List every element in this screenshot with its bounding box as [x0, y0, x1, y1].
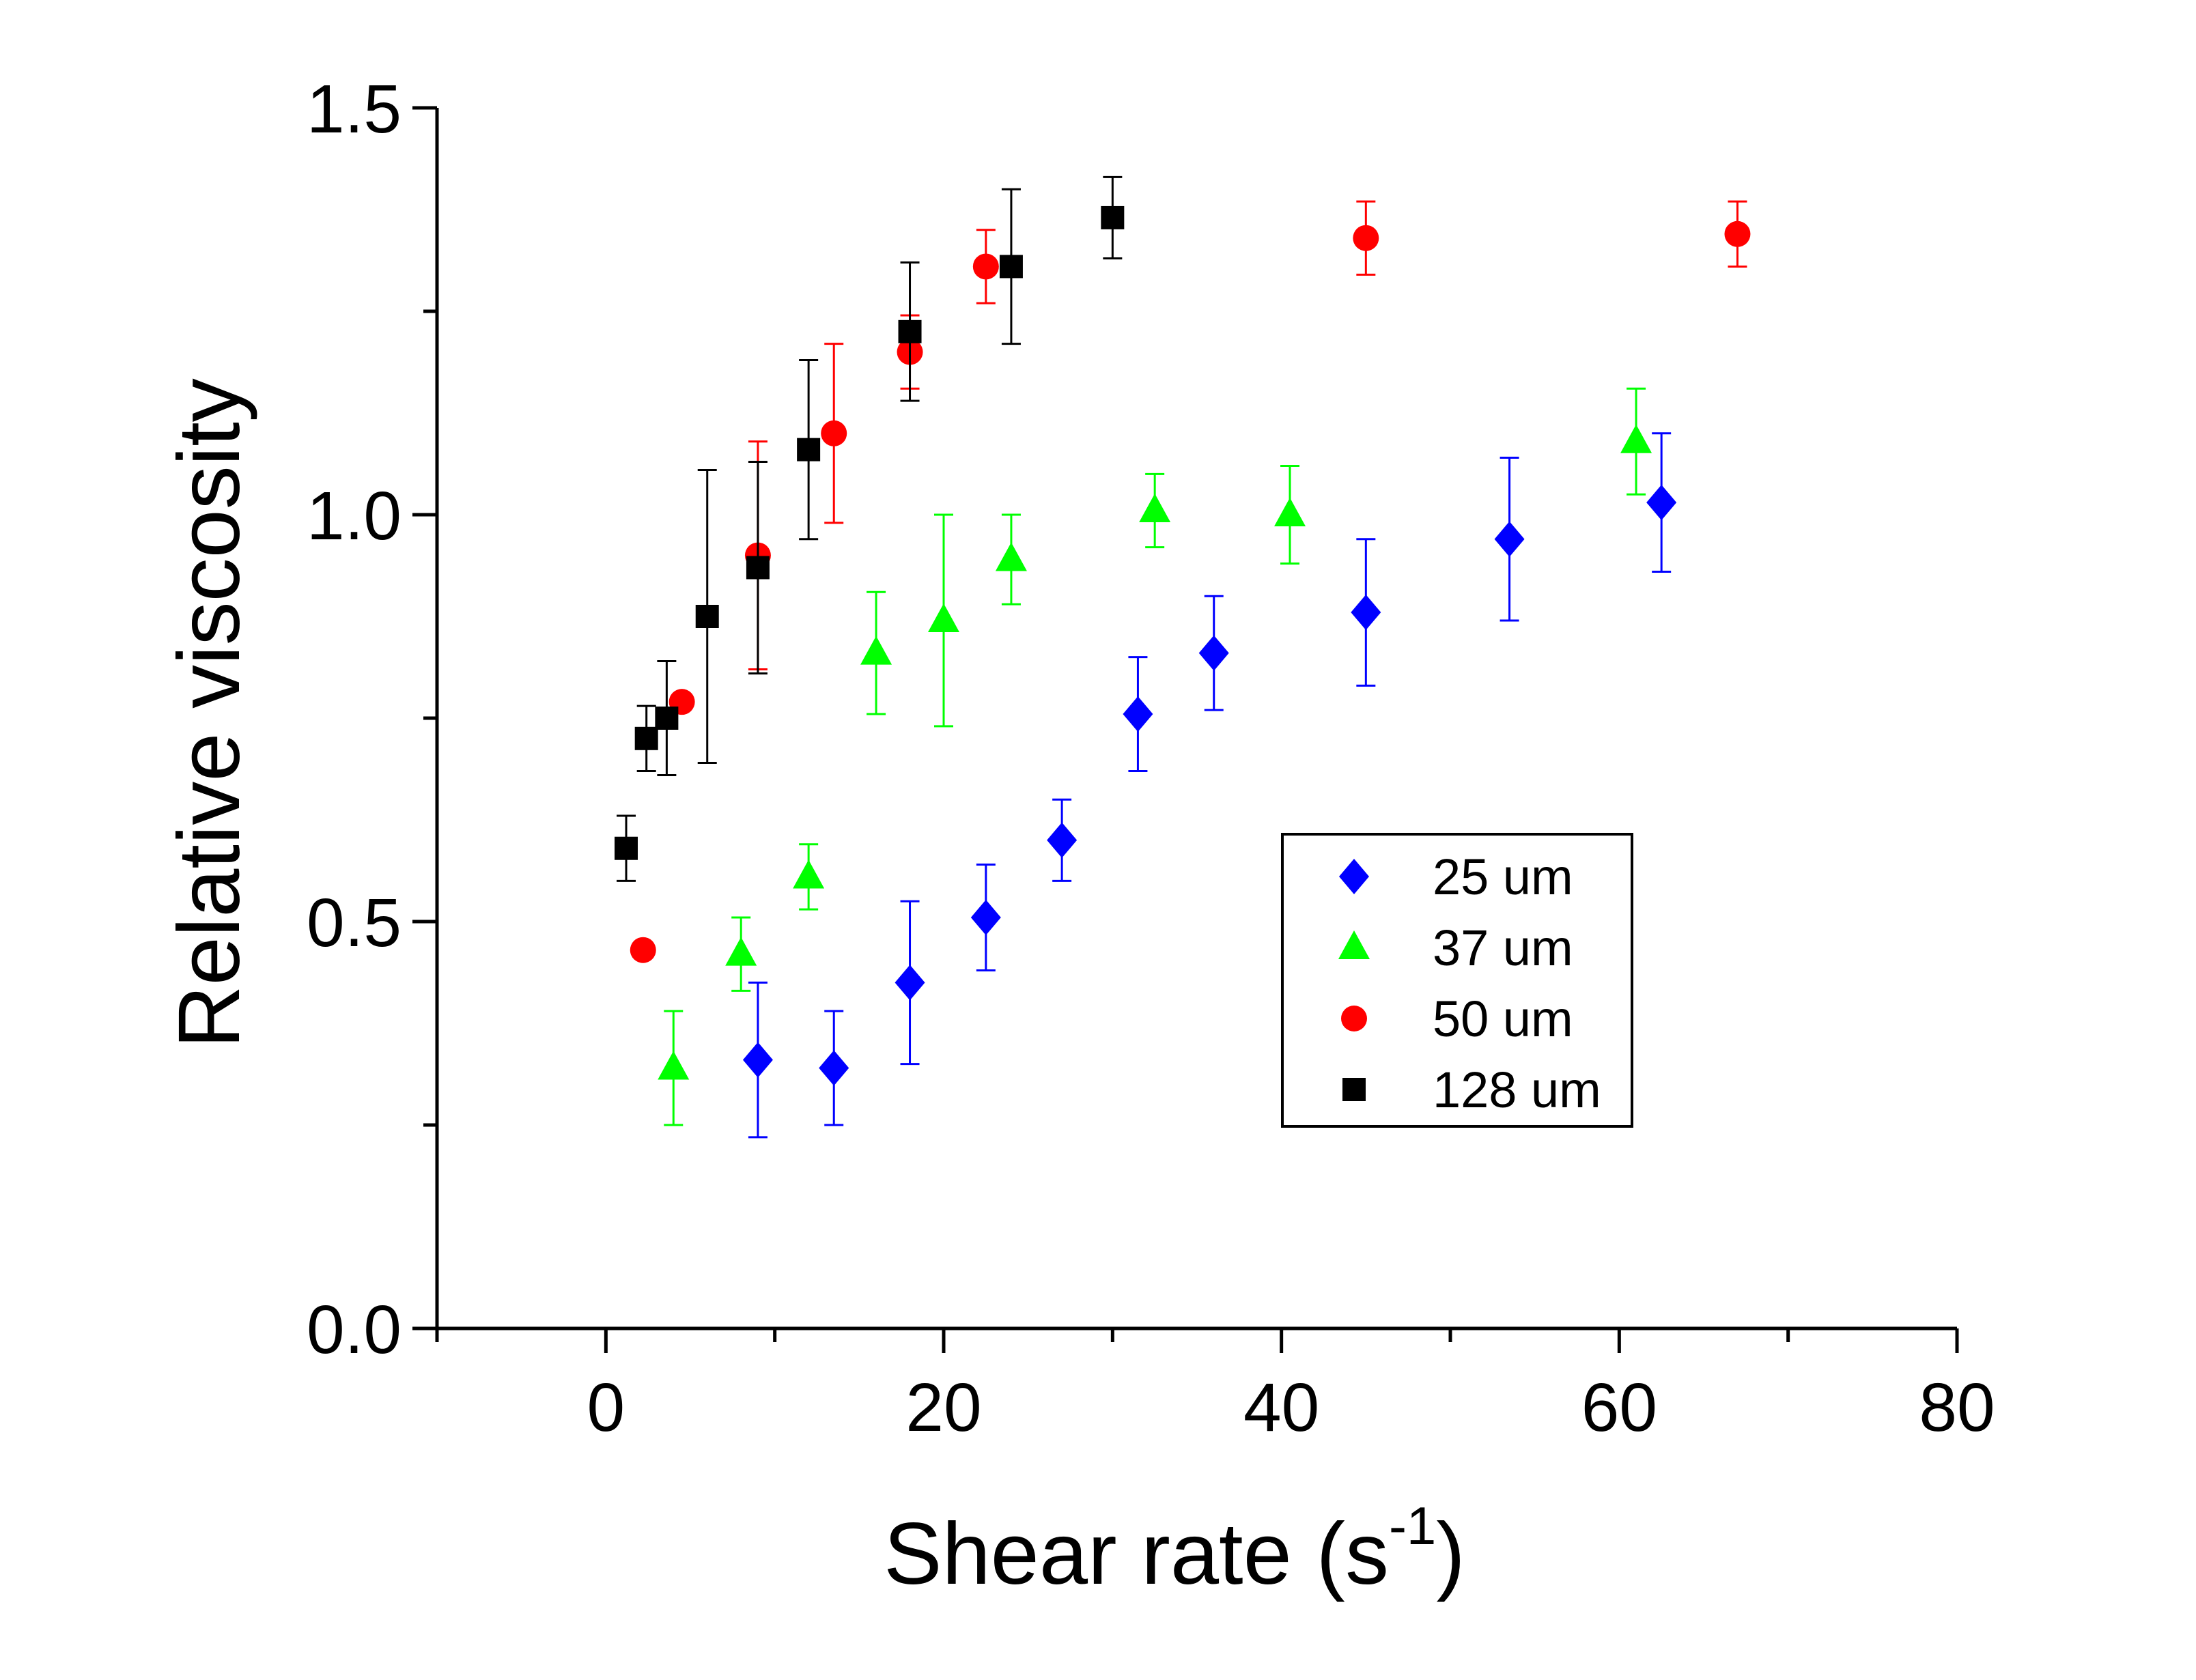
- data-point: [1198, 635, 1229, 671]
- data-point: [793, 859, 825, 889]
- data-point: [1494, 521, 1525, 557]
- legend-label: 50 um: [1433, 991, 1573, 1047]
- legend-box: [1281, 833, 1633, 1128]
- legend-label: 25 um: [1433, 849, 1573, 905]
- data-point: [1047, 822, 1078, 858]
- y-tick-label: 1.0: [307, 478, 402, 554]
- data-point: [725, 937, 757, 966]
- legend-marker: [1339, 859, 1369, 894]
- data-point: [742, 1042, 773, 1078]
- data-point: [746, 556, 770, 580]
- data-point: [634, 726, 658, 750]
- data-point: [895, 965, 925, 1001]
- data-point: [615, 836, 638, 860]
- data-point: [1274, 498, 1306, 526]
- data-point: [1101, 205, 1125, 229]
- y-tick-label: 0.5: [307, 885, 402, 961]
- data-point: [1353, 225, 1379, 251]
- data-point: [972, 253, 999, 280]
- x-tick-label: 0: [587, 1369, 625, 1446]
- series-128-um: [615, 175, 1125, 882]
- x-axis-title-main: Shear rate (s: [884, 1505, 1389, 1603]
- x-tick-label: 20: [905, 1369, 981, 1446]
- legend-label: 37 um: [1433, 920, 1573, 976]
- legend-label: 128 um: [1433, 1062, 1601, 1118]
- data-point: [1620, 424, 1652, 453]
- data-point: [860, 636, 892, 665]
- y-tick-label: 0.0: [307, 1292, 402, 1368]
- y-tick-label: 1.5: [307, 71, 402, 147]
- series-layer: [615, 175, 1751, 1139]
- data-point: [821, 420, 847, 446]
- x-tick-label: 60: [1581, 1369, 1657, 1446]
- data-point: [1351, 595, 1381, 631]
- series-37-um: [658, 387, 1652, 1126]
- data-point: [797, 438, 821, 461]
- data-point: [630, 937, 656, 963]
- data-point: [1139, 494, 1171, 523]
- data-point: [655, 707, 679, 730]
- data-point: [999, 255, 1023, 279]
- data-point: [1123, 696, 1153, 732]
- x-axis-title: Shear rate (s-1): [884, 1496, 1465, 1603]
- data-point: [1646, 485, 1677, 521]
- data-point: [1724, 220, 1751, 247]
- data-point: [995, 542, 1027, 571]
- legend-marker: [1341, 1006, 1367, 1031]
- data-point: [898, 319, 922, 343]
- data-point: [970, 900, 1001, 936]
- axes: 0 20 40 60 80 0.0 0.5 1.0 1.5: [307, 71, 1995, 1446]
- legend-marker: [1342, 1078, 1366, 1101]
- y-axis-title: Relative viscosity: [160, 378, 258, 1049]
- legend: 25 um 37 um 50 um 128 um: [1281, 833, 1633, 1128]
- data-point: [658, 1051, 690, 1080]
- x-axis-title-superscript: -1: [1389, 1496, 1436, 1556]
- series-25-um: [742, 432, 1677, 1139]
- x-tick-label: 40: [1243, 1369, 1319, 1446]
- data-point: [695, 605, 719, 628]
- x-tick-label: 80: [1919, 1369, 1995, 1446]
- x-axis-title-suffix: ): [1436, 1505, 1465, 1603]
- data-point: [819, 1050, 849, 1086]
- data-point: [928, 603, 959, 632]
- legend-marker: [1338, 930, 1370, 959]
